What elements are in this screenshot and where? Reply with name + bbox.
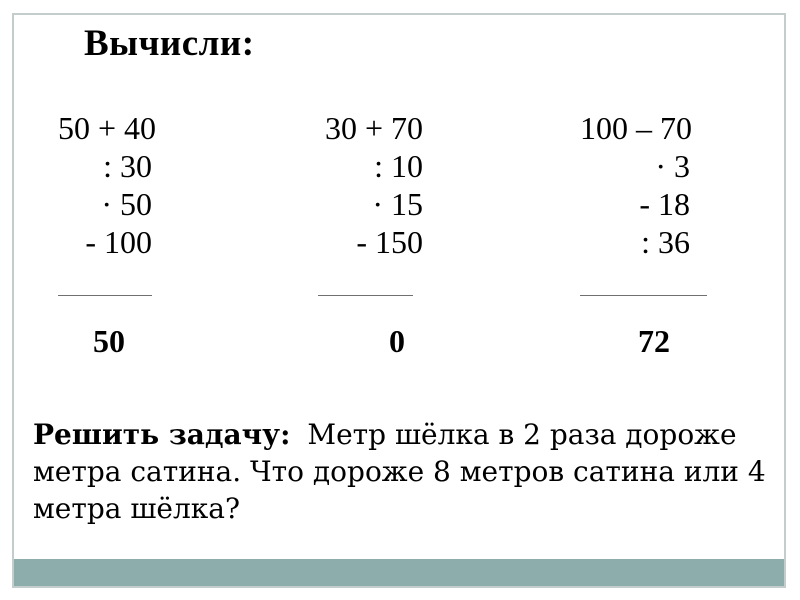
expression: 100 – 70 (580, 110, 692, 146)
operation-step: : 36 (641, 224, 690, 260)
slide-title: Вычисли: (84, 23, 255, 64)
exercise-column-2: 30 + 70 : 10 · 15 - 150 0 (318, 109, 423, 360)
result-value: 72 (638, 323, 670, 359)
operation-step: - 18 (639, 186, 690, 222)
operation-step: - 100 (85, 224, 152, 260)
answer-rule (58, 295, 152, 296)
word-problem-line-1: Решить задачу: Метр шёлка в 2 раза дороже (33, 416, 766, 453)
word-problem-line-2: метра сатина. Что дороже 8 метров сатина… (33, 455, 766, 488)
answer-rule (318, 295, 413, 296)
operation-step: : 30 (103, 148, 152, 184)
expression: 30 + 70 (324, 110, 423, 146)
exercise-column-1: 50 + 40 : 30 · 50 - 100 50 (58, 109, 157, 360)
operation-step: : 10 (374, 148, 423, 184)
slide-border-frame (12, 13, 786, 588)
word-problem-line-3: метра шёлка? (33, 492, 240, 525)
word-problem-label: Решить задачу: (33, 418, 291, 451)
answer-rule (580, 295, 707, 296)
word-problem-text: Метр шёлка в 2 раза дороже (307, 418, 737, 451)
expression: 50 + 40 (58, 110, 157, 146)
result-value: 0 (389, 323, 405, 359)
exercise-column-3: 100 – 70 · 3 - 18 : 36 72 (580, 109, 707, 360)
operation-step: - 150 (356, 224, 423, 260)
operation-step: · 15 (372, 186, 423, 222)
operation-step: · 3 (655, 148, 690, 184)
word-problem: Решить задачу: Метр шёлка в 2 раза дороже… (33, 416, 766, 527)
bottom-accent-bar (14, 559, 784, 586)
operation-step: · 50 (101, 186, 152, 222)
result-value: 50 (93, 323, 125, 359)
